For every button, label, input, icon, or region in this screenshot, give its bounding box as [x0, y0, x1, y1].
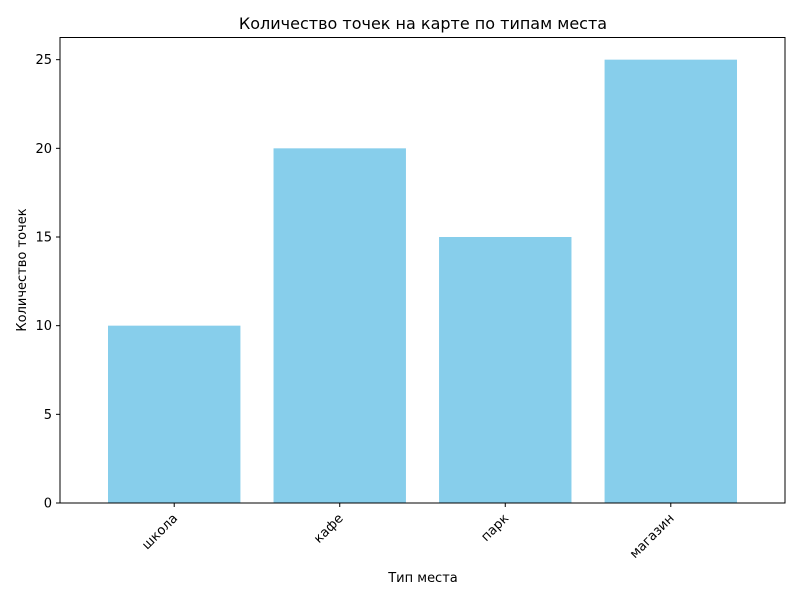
x-axis-ticks: школа кафе парк магазин	[139, 503, 678, 562]
chart-title: Количество точек на карте по типам места	[239, 14, 607, 33]
plot-area-frame	[59, 37, 786, 504]
y-tick-label: 0	[44, 497, 52, 512]
bars-layer	[108, 59, 737, 504]
y-axis-label: Количество точек	[15, 208, 30, 331]
x-tick-label: школа	[139, 511, 181, 553]
x-axis-label: Тип места	[387, 571, 458, 586]
y-tick-label: 25	[35, 53, 52, 68]
bar-магазин	[604, 59, 737, 504]
bar-школа	[108, 325, 241, 503]
y-tick-label: 15	[35, 231, 52, 246]
y-tick-label: 10	[35, 319, 52, 334]
y-tick-label: 20	[35, 142, 52, 157]
x-tick-label: магазин	[627, 511, 678, 562]
y-axis-ticks: 0 5 10 15 20 25	[35, 53, 60, 512]
bar-парк	[439, 237, 572, 503]
bar-кафе	[273, 148, 406, 504]
x-tick-label: кафе	[311, 511, 346, 546]
y-tick-label: 5	[44, 408, 52, 423]
x-tick-label: парк	[478, 511, 512, 545]
